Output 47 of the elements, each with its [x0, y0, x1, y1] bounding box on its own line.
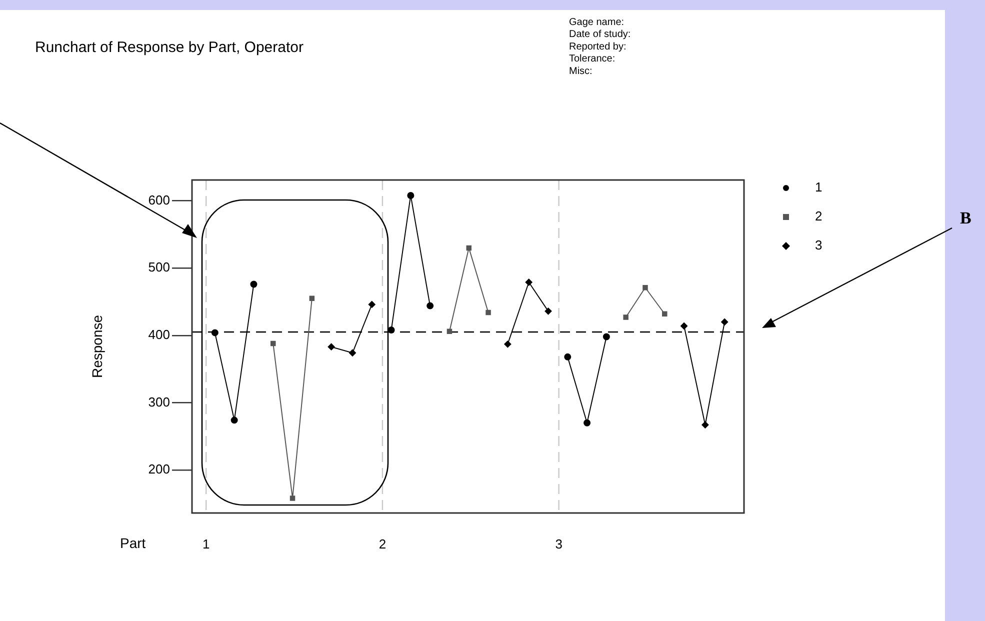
y-tick-label: 600 — [148, 192, 170, 208]
point — [602, 333, 610, 340]
text: B — [960, 208, 972, 228]
point — [584, 419, 591, 426]
x-tick-label: 2 — [378, 536, 386, 552]
text: Date of study: — [569, 29, 631, 40]
point — [680, 322, 688, 330]
point — [642, 285, 648, 290]
point — [211, 329, 218, 336]
point — [250, 280, 258, 288]
point — [486, 310, 491, 316]
chart-title: Runchart of Response by Part, Operator — [35, 39, 304, 56]
point — [328, 343, 335, 350]
legend-label: 3 — [815, 238, 822, 253]
point — [348, 349, 356, 356]
point — [504, 340, 512, 348]
point — [309, 296, 315, 302]
text: Gage name: — [569, 16, 624, 28]
point — [388, 326, 395, 334]
point — [525, 278, 532, 286]
point — [368, 300, 376, 308]
text: Tolerance: — [569, 54, 616, 65]
point — [426, 302, 434, 310]
point — [230, 416, 238, 424]
point — [290, 496, 296, 501]
legend-label: 2 — [815, 208, 822, 224]
point — [270, 340, 276, 346]
x-axis-title: Part — [120, 534, 146, 551]
x-tick-label: 1 — [202, 536, 210, 552]
y-tick-label: 500 — [148, 260, 170, 275]
x-tick-label: 3 — [555, 536, 562, 552]
point — [544, 308, 552, 315]
point — [702, 421, 709, 428]
point — [446, 328, 452, 334]
y-tick-label: 400 — [148, 326, 170, 342]
point — [466, 245, 472, 251]
legend-label: 1 — [815, 180, 822, 195]
y-tick-label: 300 — [148, 394, 170, 410]
point — [662, 311, 668, 316]
text: Misc: — [569, 66, 592, 77]
point — [407, 192, 414, 199]
point — [564, 353, 572, 360]
point — [721, 318, 728, 326]
y-axis-title: Response — [88, 314, 105, 378]
y-tick-label: 200 — [148, 462, 170, 477]
text: Reported by: — [569, 41, 626, 52]
point — [623, 314, 628, 320]
